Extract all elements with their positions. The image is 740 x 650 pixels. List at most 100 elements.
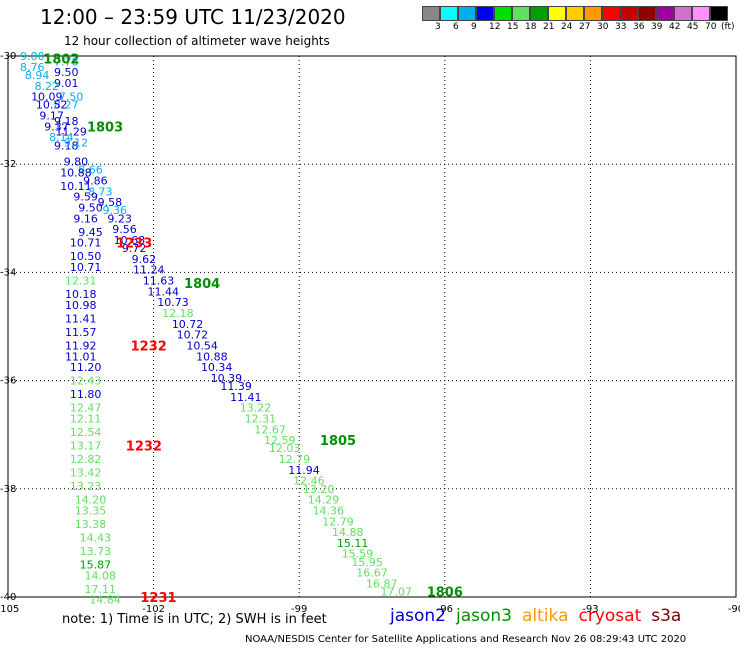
wave-height-value: 9.16	[73, 212, 98, 225]
color-legend-labels: 3 6 9 12 15 18 21 24 27 30 33 36 39 42 45 70 (ft)	[422, 22, 740, 34]
wave-height-value: 9.59	[73, 191, 98, 204]
plot-frame	[7, 55, 737, 598]
wave-height-value: 8.27	[54, 99, 79, 112]
wave-height-value: 10.73	[157, 296, 189, 309]
wave-height-value: 13.38	[75, 518, 107, 531]
legend-label: 36	[633, 22, 645, 32]
wave-height-value: 8.76	[20, 61, 45, 74]
wave-height-value: 11.63	[143, 275, 175, 288]
wave-height-value: 12.54	[70, 426, 102, 439]
wave-height-value: 11.29	[55, 126, 87, 139]
wave-height-value: 11.94	[288, 464, 320, 477]
wave-height-value: 12.46	[293, 475, 325, 488]
satellite-s3a: s3a	[651, 606, 682, 626]
legend-label: 33	[615, 22, 627, 32]
wave-height-value: 9.58	[98, 196, 123, 209]
wave-height-value: 10.54	[186, 339, 218, 352]
wave-height-value: 12.31	[245, 412, 277, 425]
legend-swatch	[422, 6, 440, 21]
pass-label: 1232	[131, 339, 167, 354]
legend-swatch	[530, 6, 548, 21]
legend-label: 21	[543, 22, 555, 32]
wave-height-value: 14.84	[89, 594, 121, 607]
wave-height-value: 10.50	[70, 250, 102, 263]
pass-label: 1805	[320, 434, 356, 449]
y-tick-label: -38	[0, 484, 16, 495]
wave-height-value: 12.79	[279, 453, 311, 466]
wave-height-value: 10.71	[70, 237, 102, 250]
x-tick-label: -102	[142, 604, 165, 615]
pass-label: 1232	[126, 440, 162, 455]
legend-label: 27	[579, 22, 591, 32]
wave-height-value: 17.11	[84, 583, 116, 596]
wave-height-value: 9.00	[20, 50, 45, 63]
wave-height-value: 9.80	[64, 155, 89, 168]
wave-height-value: 10.18	[65, 288, 97, 301]
legend-label: 12	[489, 22, 501, 32]
wave-height-value: 15.87	[80, 559, 112, 572]
wave-height-value: 12.82	[70, 453, 102, 466]
wave-height-value: 13.22	[240, 402, 272, 415]
legend-label: 15	[507, 22, 519, 32]
wave-height-value: 9.72	[122, 242, 147, 255]
wave-height-value: 10.98	[65, 299, 97, 312]
wave-height-value: 9.01	[54, 77, 79, 90]
legend-swatch	[638, 6, 656, 21]
legend-swatch	[692, 6, 710, 21]
legend-swatch	[476, 6, 494, 21]
wave-height-value: 11.20	[70, 361, 102, 374]
wave-height-value: 10.09	[31, 91, 63, 104]
wave-height-value: 11.01	[65, 350, 97, 363]
wave-height-value: 15.95	[351, 556, 383, 569]
wave-height-value: 11.80	[70, 388, 102, 401]
legend-label: 3	[435, 22, 441, 32]
pass-label: 1802	[43, 53, 79, 68]
wave-height-value: 14.29	[308, 494, 340, 507]
pass-label: 1231	[140, 591, 176, 606]
wave-height-value: 11.39	[220, 380, 252, 393]
wave-height-value: 13.42	[70, 467, 102, 480]
wave-height-value: 10.88	[60, 166, 92, 179]
pass-label: 1803	[87, 120, 123, 135]
wave-height-value: 13.20	[303, 483, 335, 496]
legend-swatch	[584, 6, 602, 21]
color-legend	[422, 6, 728, 21]
wave-height-value: 12.67	[254, 423, 286, 436]
wave-height-value: 14.08	[84, 569, 116, 582]
wave-height-value: 9.45	[78, 226, 103, 239]
wave-height-value: 10.71	[70, 261, 102, 274]
wave-height-value: 15.11	[337, 537, 369, 550]
wave-height-value: 14.43	[80, 531, 112, 544]
x-tick-label: -96	[437, 604, 453, 615]
y-tick-label: -36	[0, 376, 16, 387]
y-tick-label: -40	[0, 592, 16, 603]
legend-swatch	[656, 6, 674, 21]
wave-height-value: 16.67	[356, 567, 388, 580]
wave-height-value: 9.36	[103, 204, 128, 217]
wave-height-value: 11.44	[148, 285, 180, 298]
wave-height-value: 14.88	[332, 526, 364, 539]
legend-label: 6	[453, 22, 459, 32]
wave-height-value: 10.34	[201, 361, 233, 374]
wave-height-value: 16.87	[366, 577, 398, 590]
wave-height-value: 8.14	[49, 131, 74, 144]
y-tick-label: -34	[0, 267, 16, 278]
page-subtitle: 12 hour collection of altimeter wave hei…	[64, 34, 330, 48]
wave-height-value: 12.31	[65, 275, 97, 288]
legend-label: 39	[651, 22, 663, 32]
wave-height-value: 9.23	[107, 212, 132, 225]
legend-label: 45	[687, 22, 699, 32]
wave-height-value: 14.36	[313, 504, 345, 517]
wave-height-value: 9.12	[64, 137, 89, 150]
legend-swatch	[566, 6, 584, 21]
wave-height-value: 13.17	[70, 440, 102, 453]
legend-label: 9	[471, 22, 477, 32]
wave-height-value: 12.18	[162, 307, 194, 320]
wave-height-value: 8.22	[35, 80, 60, 93]
wave-height-value: 7.78	[54, 55, 79, 68]
wave-height-value: 10.52	[36, 99, 68, 112]
wave-height-value: 10.72	[172, 318, 204, 331]
legend-label: 70	[705, 22, 717, 32]
satellite-altika: altika	[522, 606, 569, 626]
